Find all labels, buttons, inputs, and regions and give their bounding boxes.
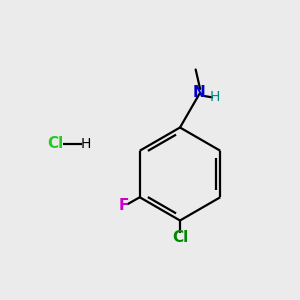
Text: Cl: Cl xyxy=(47,136,64,152)
Text: F: F xyxy=(119,198,129,213)
Text: H: H xyxy=(210,90,220,104)
Text: H: H xyxy=(80,137,91,151)
Text: Cl: Cl xyxy=(172,230,188,244)
Text: N: N xyxy=(193,85,206,100)
